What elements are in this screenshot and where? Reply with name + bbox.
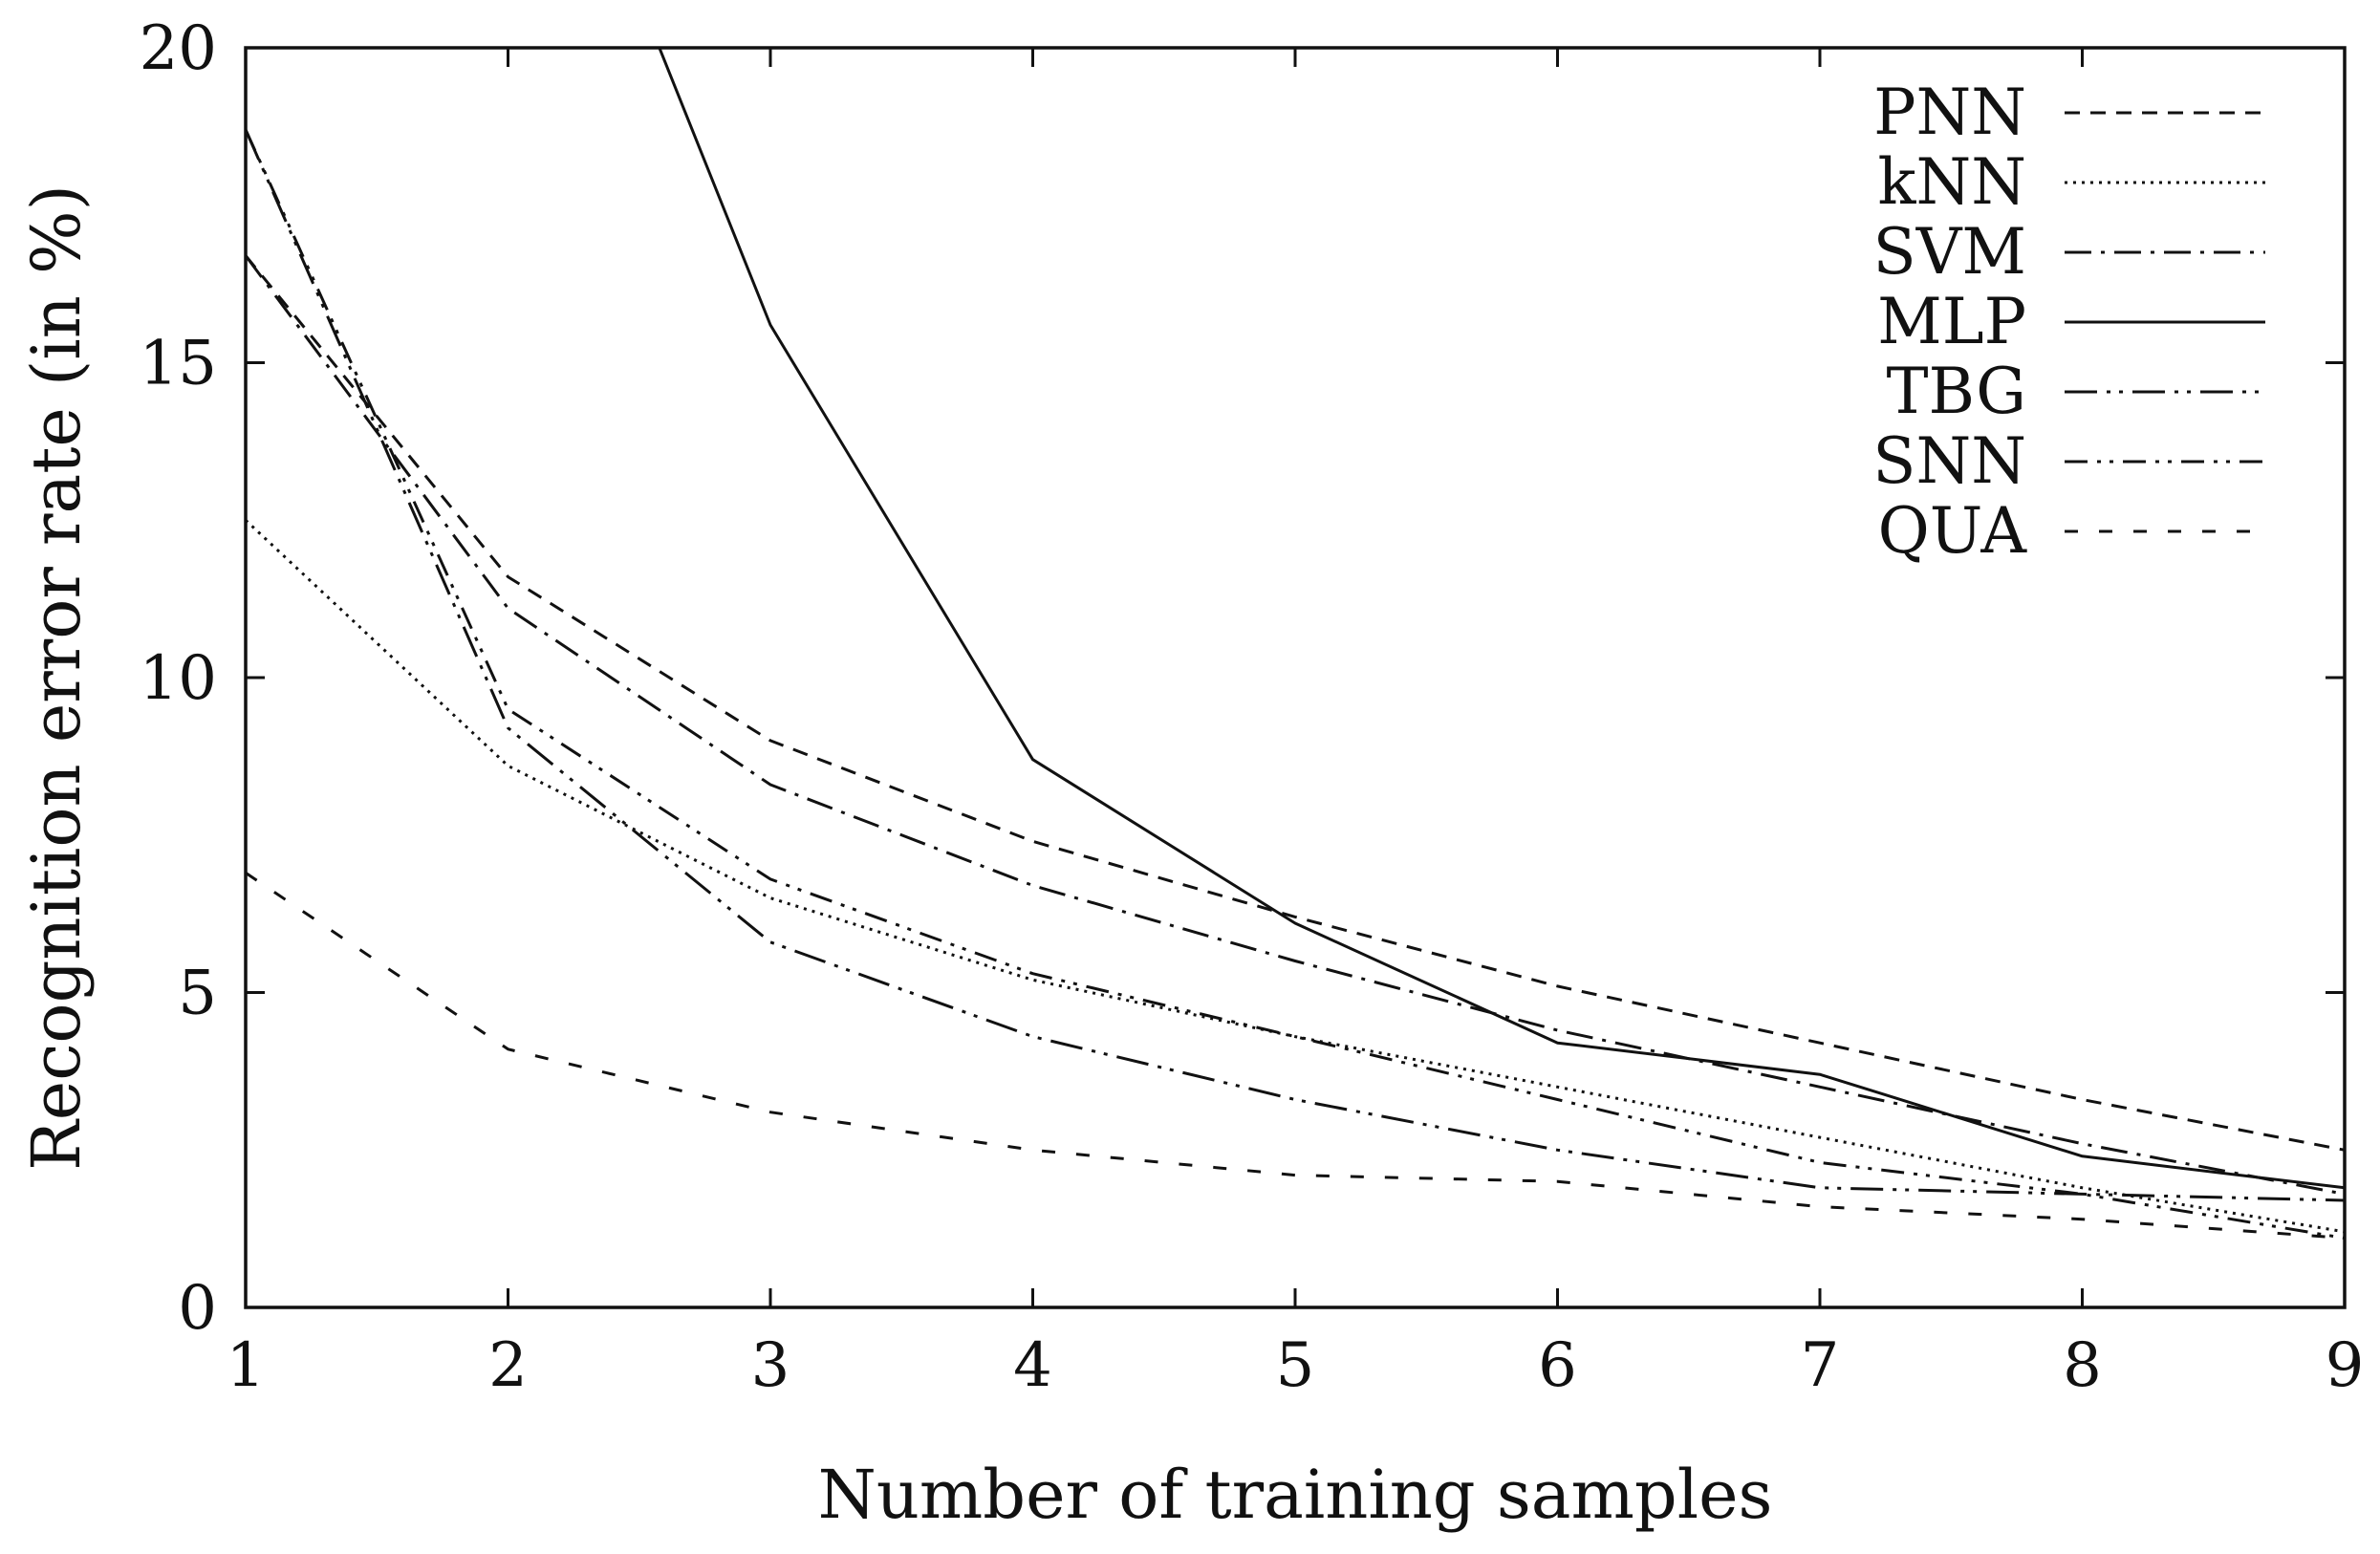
x-tick-label: 5 <box>1276 1330 1315 1401</box>
series-line-svm <box>246 254 2345 1196</box>
legend-label-qua: QUA <box>1878 494 2028 568</box>
series-line-tbg <box>246 129 2345 1202</box>
tick-layer: 1 2 3 4 5 6 7 8 9 0 5 10 15 20 <box>140 13 2365 1401</box>
legend-label-svm: SVM <box>1873 215 2026 289</box>
y-tick-label: 5 <box>178 959 217 1029</box>
y-tick-label: 0 <box>178 1273 217 1344</box>
x-tick-label: 2 <box>488 1330 528 1401</box>
series-line-snn <box>246 129 2345 1240</box>
series-line-qua <box>246 872 2345 1240</box>
legend-label-mlp: MLP <box>1877 285 2026 358</box>
series-line-pnn <box>246 254 2345 1152</box>
y-tick-label: 20 <box>140 13 217 84</box>
x-tick-label: 9 <box>2326 1330 2365 1401</box>
x-tick-label: 1 <box>227 1330 266 1401</box>
y-tick-label: 15 <box>140 329 217 399</box>
y-axis-title: Recognition error rate (in %) <box>17 184 96 1171</box>
x-tick-label: 4 <box>1013 1330 1052 1401</box>
y-tick-label: 10 <box>140 643 217 714</box>
legend-label-pnn: PNN <box>1873 76 2026 149</box>
series-line-mlp <box>658 48 2345 1190</box>
series-layer <box>246 48 2345 1240</box>
x-tick-label: 3 <box>751 1330 790 1401</box>
x-tick-label: 6 <box>1538 1330 1577 1401</box>
legend-label-knn: kNN <box>1878 145 2027 219</box>
x-tick-label: 7 <box>1801 1330 1840 1401</box>
x-axis-title: Number of training samples <box>818 1456 1773 1534</box>
plot-frame <box>244 46 2347 1309</box>
legend-label-snn: SNN <box>1872 424 2026 498</box>
legend-label-tbg: TBG <box>1887 355 2026 428</box>
x-tick-label: 8 <box>2063 1330 2102 1401</box>
series-line-knn <box>246 519 2345 1234</box>
